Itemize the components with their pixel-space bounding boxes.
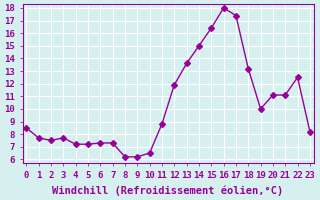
- X-axis label: Windchill (Refroidissement éolien,°C): Windchill (Refroidissement éolien,°C): [52, 185, 284, 196]
